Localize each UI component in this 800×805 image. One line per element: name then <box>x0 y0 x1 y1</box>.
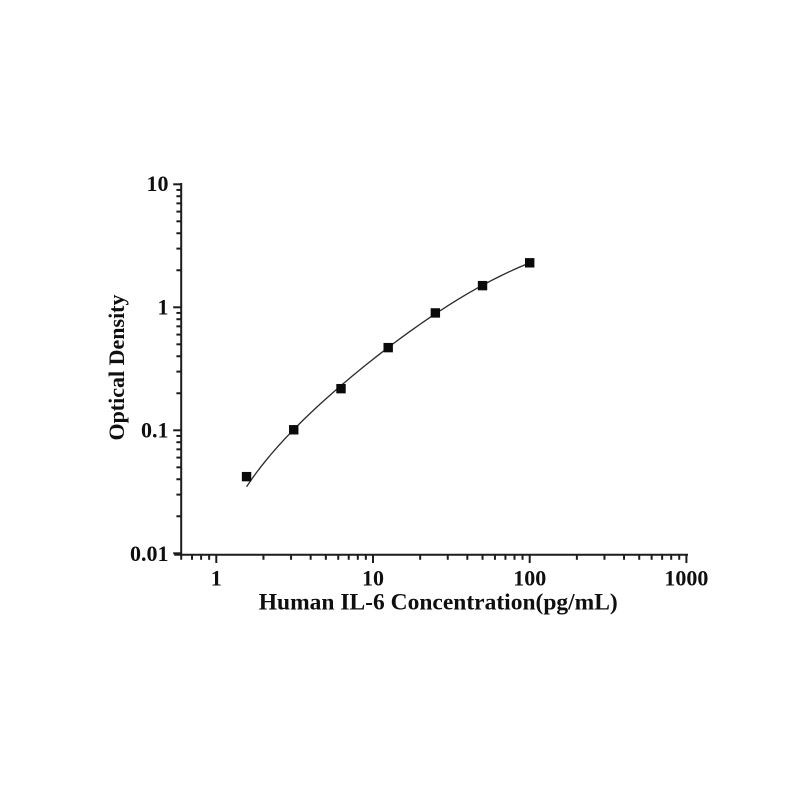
svg-text:1: 1 <box>211 566 222 591</box>
svg-text:10: 10 <box>147 171 169 196</box>
svg-text:1000: 1000 <box>664 566 708 591</box>
svg-text:1: 1 <box>158 295 169 320</box>
svg-text:0.1: 0.1 <box>141 418 169 443</box>
svg-text:Optical Density: Optical Density <box>104 294 129 440</box>
svg-text:0.01: 0.01 <box>130 541 169 566</box>
svg-text:Human IL-6 Concentration(pg/mL: Human IL-6 Concentration(pg/mL) <box>259 589 618 615</box>
svg-text:100: 100 <box>513 566 546 591</box>
svg-text:10: 10 <box>362 566 384 591</box>
